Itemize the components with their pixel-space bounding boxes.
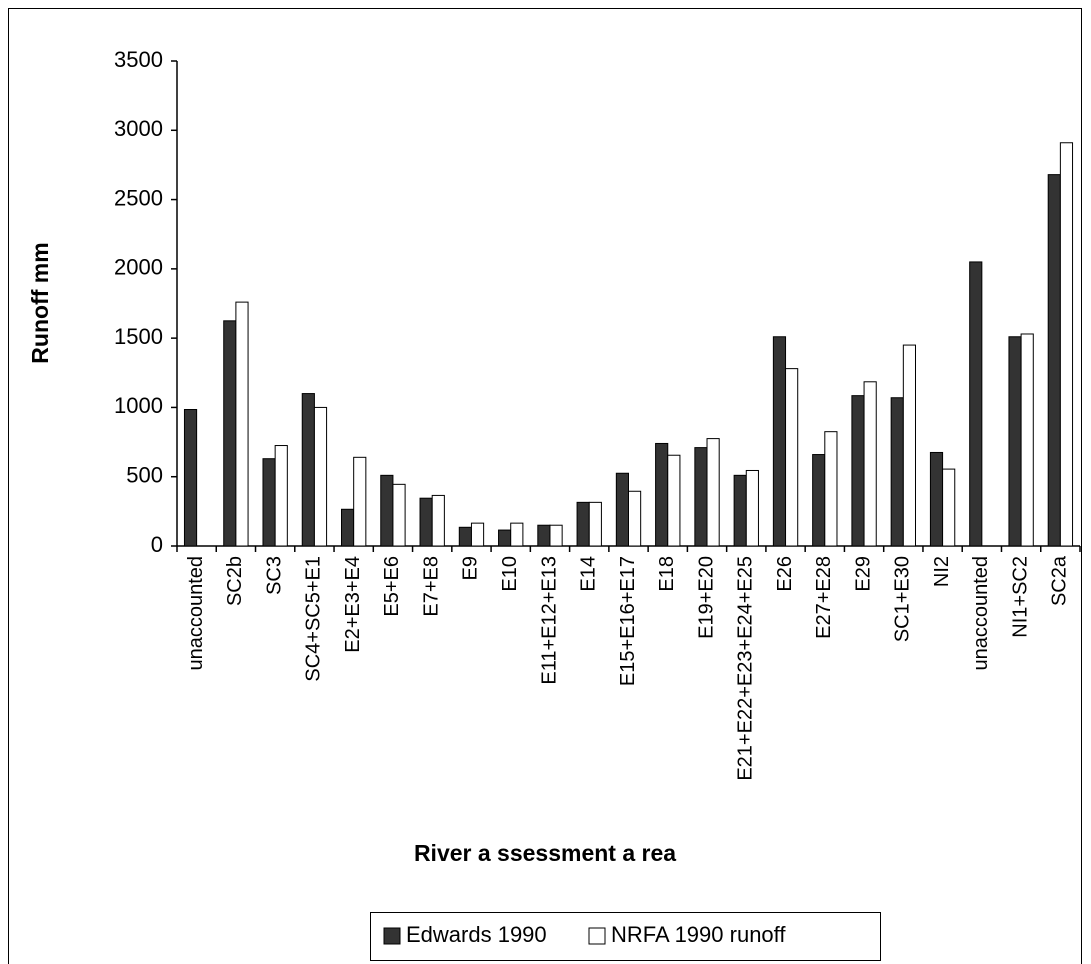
x-tick-label: NI1+SC2 bbox=[1009, 556, 1031, 638]
bar bbox=[1059, 142, 1074, 547]
bar bbox=[223, 320, 237, 547]
bar bbox=[431, 494, 445, 547]
bar bbox=[785, 368, 799, 547]
bar bbox=[470, 522, 485, 547]
bar bbox=[301, 393, 315, 547]
bar bbox=[262, 458, 276, 547]
bar bbox=[1008, 336, 1022, 547]
x-tick-label: E10 bbox=[499, 556, 521, 592]
x-tick-label: E29 bbox=[852, 556, 874, 592]
x-tick-label: E14 bbox=[578, 556, 600, 592]
bar bbox=[498, 529, 512, 547]
bar bbox=[772, 336, 787, 547]
bar bbox=[1020, 333, 1034, 547]
bar bbox=[313, 406, 328, 547]
bar bbox=[274, 445, 288, 547]
legend-box bbox=[370, 912, 881, 961]
bar bbox=[235, 301, 249, 547]
bar bbox=[510, 522, 524, 547]
x-tick-label: unaccounted bbox=[185, 556, 207, 671]
bar bbox=[458, 526, 472, 547]
x-tick-label: E9 bbox=[460, 556, 482, 580]
x-tick-label: E7+E8 bbox=[420, 556, 442, 617]
bar bbox=[380, 474, 394, 547]
y-tick-label: 3500 bbox=[114, 47, 163, 72]
y-tick-label: 1000 bbox=[114, 393, 163, 418]
bar bbox=[824, 431, 838, 547]
bar bbox=[392, 483, 406, 547]
y-axis-title: Runoff mm bbox=[27, 242, 53, 363]
bar bbox=[969, 261, 983, 547]
bar bbox=[353, 456, 367, 547]
bar bbox=[812, 454, 826, 547]
x-tick-label: E27+E28 bbox=[813, 556, 835, 639]
bar bbox=[537, 524, 551, 547]
bar bbox=[902, 344, 916, 547]
legend-label: Edwards 1990 bbox=[406, 922, 547, 947]
bar bbox=[706, 438, 720, 547]
x-tick-label: SC1+E30 bbox=[892, 556, 914, 642]
bar bbox=[851, 395, 865, 547]
x-tick-label: E5+E6 bbox=[381, 556, 403, 617]
y-tick-label: 1500 bbox=[114, 324, 163, 349]
bar bbox=[183, 409, 198, 547]
x-tick-label: E21+E22+E23+E24+E25 bbox=[735, 556, 757, 781]
bar bbox=[615, 472, 629, 547]
y-tick-label: 2000 bbox=[114, 255, 163, 280]
bar bbox=[549, 524, 563, 547]
x-tick-label: unaccounted bbox=[970, 556, 992, 671]
x-tick-label: E15+E16+E17 bbox=[617, 556, 639, 686]
x-tick-label: E18 bbox=[656, 556, 678, 592]
bar bbox=[667, 454, 681, 547]
x-tick-label: E11+E12+E13 bbox=[538, 556, 560, 685]
bar bbox=[655, 442, 669, 547]
x-tick-label: E2+E3+E4 bbox=[342, 556, 364, 653]
bar bbox=[694, 447, 708, 547]
y-tick-label: 0 bbox=[151, 532, 163, 557]
bar bbox=[1047, 174, 1061, 547]
bar bbox=[341, 508, 355, 547]
y-tick-label: 500 bbox=[126, 463, 163, 488]
bar bbox=[628, 490, 642, 547]
bar bbox=[733, 474, 747, 547]
y-tick-label: 3000 bbox=[114, 116, 163, 141]
bar bbox=[576, 501, 590, 547]
bar bbox=[745, 469, 759, 547]
x-tick-label: E19+E20 bbox=[695, 556, 717, 639]
bar bbox=[929, 451, 944, 547]
bar bbox=[419, 497, 433, 547]
x-tick-label: SC4+SC5+E1 bbox=[303, 556, 325, 682]
x-tick-label: SC2b bbox=[224, 556, 246, 606]
y-tick-label: 2500 bbox=[114, 185, 163, 210]
bar bbox=[890, 397, 904, 547]
legend-swatch bbox=[383, 927, 401, 945]
bar bbox=[588, 501, 602, 547]
x-axis-title: River a ssessment a rea bbox=[414, 840, 676, 866]
legend-swatch bbox=[588, 927, 606, 945]
x-tick-label: SC3 bbox=[263, 556, 285, 595]
x-tick-label: SC2a bbox=[1049, 555, 1071, 606]
bar bbox=[942, 468, 956, 547]
x-tick-label: NI2 bbox=[931, 556, 953, 587]
bar bbox=[863, 381, 877, 547]
legend-label: NRFA 1990 runoff bbox=[611, 922, 786, 947]
x-tick-label: E26 bbox=[774, 556, 796, 592]
chart-border bbox=[8, 8, 1082, 964]
